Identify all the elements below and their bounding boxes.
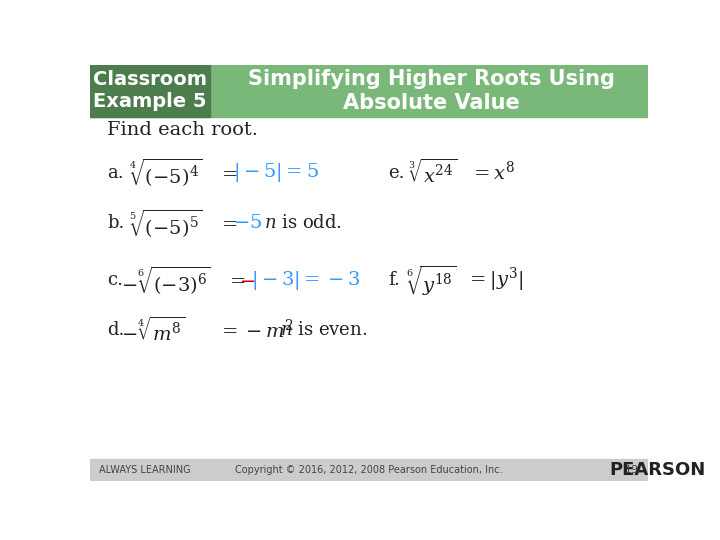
Text: $-$: $-$ [239,272,255,289]
Text: a.: a. [107,164,124,181]
Text: $=$: $=$ [218,214,238,232]
Text: $-5$: $-5$ [233,214,263,232]
Text: $n$ is odd.: $n$ is odd. [264,214,343,232]
Text: Find each root.: Find each root. [107,122,258,139]
Text: $|-3|=-3$: $|-3|=-3$ [251,269,361,292]
Text: $|-5|=5$: $|-5|=5$ [233,161,319,184]
Text: $\sqrt[3]{x^{24}}$: $\sqrt[3]{x^{24}}$ [408,159,457,186]
Bar [90,459,648,481]
Text: 19: 19 [624,465,639,475]
Text: $-\sqrt[4]{m^8}$: $-\sqrt[4]{m^8}$ [121,316,185,345]
Text: Classroom
Example 5: Classroom Example 5 [93,71,207,111]
Bar [90,65,210,117]
Text: $\sqrt[4]{(-5)^4}$: $\sqrt[4]{(-5)^4}$ [129,157,202,188]
Text: $-\sqrt[6]{(-3)^6}$: $-\sqrt[6]{(-3)^6}$ [121,265,211,296]
Text: $=$: $=$ [225,272,246,289]
Text: $= |y^3|$: $= |y^3|$ [466,266,523,294]
Text: $\sqrt[5]{(-5)^5}$: $\sqrt[5]{(-5)^5}$ [129,207,202,239]
Bar [90,65,648,117]
Text: Copyright © 2016, 2012, 2008 Pearson Education, Inc.: Copyright © 2016, 2012, 2008 Pearson Edu… [235,465,503,475]
Text: e.: e. [388,164,405,181]
Text: $n$ is even.: $n$ is even. [280,321,367,340]
Text: $= -m^2$: $= -m^2$ [218,319,294,342]
Text: $=$: $=$ [218,164,238,181]
Text: f.: f. [388,272,400,289]
Text: b.: b. [107,214,125,232]
Text: ALWAYS LEARNING: ALWAYS LEARNING [99,465,191,475]
Text: c.: c. [107,272,123,289]
Text: $\sqrt[6]{y^{18}}$: $\sqrt[6]{y^{18}}$ [406,264,456,298]
Text: Simplifying Higher Roots Using
Absolute Value: Simplifying Higher Roots Using Absolute … [248,69,614,112]
Text: $= x^8$: $= x^8$ [469,161,515,184]
Text: d.: d. [107,321,125,340]
Text: PEARSON: PEARSON [609,461,706,479]
